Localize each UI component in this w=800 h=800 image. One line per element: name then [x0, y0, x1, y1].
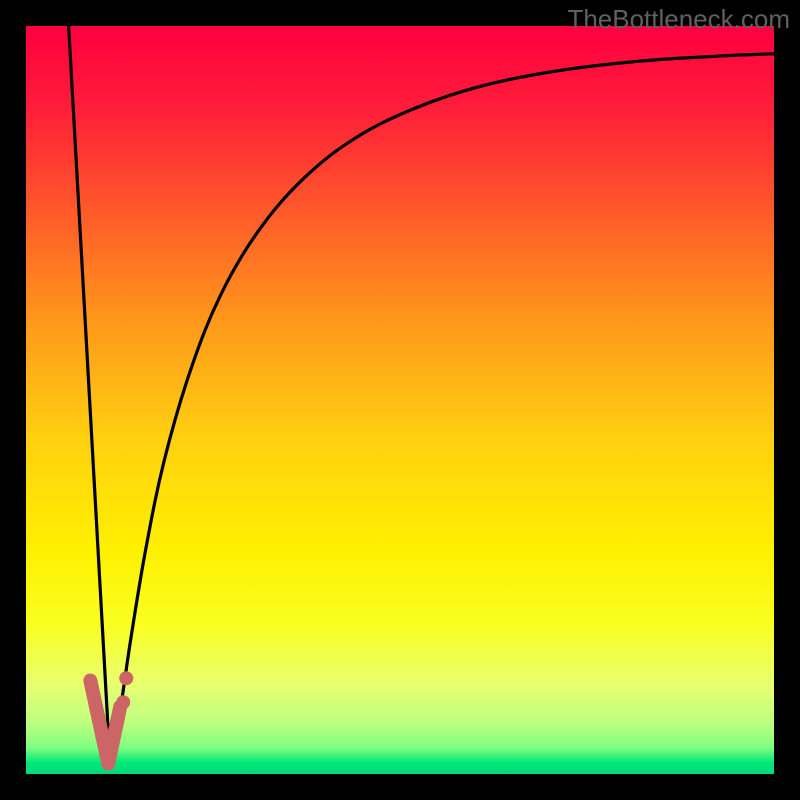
bottleneck-chart	[0, 0, 800, 800]
watermark-text: TheBottleneck.com	[567, 4, 790, 35]
chart-container: TheBottleneck.com	[0, 0, 800, 800]
chart-background	[26, 26, 774, 774]
